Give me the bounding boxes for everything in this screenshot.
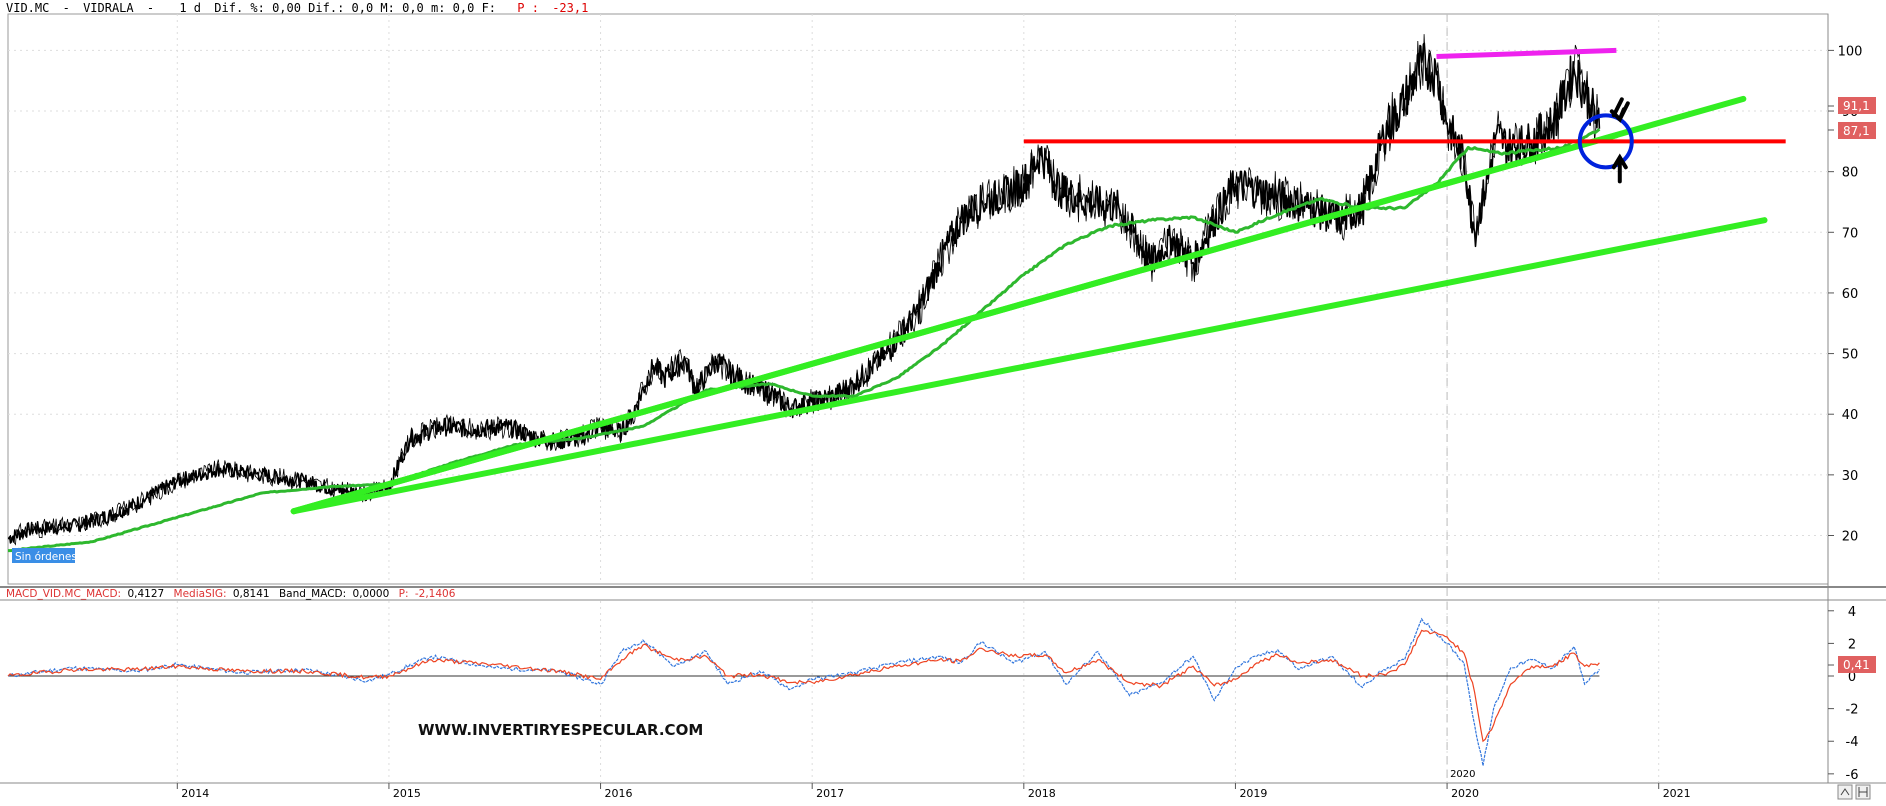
signal-value: 0,8141	[233, 588, 270, 600]
signal-label: MediaSIG:	[174, 588, 227, 600]
grid-layer	[8, 14, 1828, 782]
year-tick-label: 2015	[393, 787, 421, 800]
year-tick-label: 2020	[1451, 787, 1479, 800]
price-close-tag	[1838, 122, 1876, 139]
signal-series	[7, 629, 1600, 743]
macd-p-value: -2,1406	[415, 588, 456, 600]
zoom-icon	[1840, 788, 1850, 796]
price-high-tag-label: 91,1	[1843, 99, 1870, 113]
series-layer	[7, 34, 1601, 766]
price-tick-label: 30	[1842, 469, 1859, 484]
moving-average-series	[8, 128, 1601, 553]
p-label: P :	[517, 1, 539, 15]
price-tick-label: 100	[1838, 44, 1863, 59]
chart-header: VID.MC - VIDRALA - 1 d Dif. %: 0,00 Dif.…	[6, 1, 588, 15]
company-name: VIDRALA	[83, 1, 134, 15]
macd-value-tag-label: 0,41	[1843, 658, 1870, 672]
year-marker-label: 2020	[1450, 769, 1475, 780]
macd-header: MACD_VID.MC_MACD: 0,4127 MediaSIG: 0,814…	[6, 588, 456, 600]
tag-pointer	[1828, 105, 1834, 666]
header-separator: -	[63, 1, 70, 15]
macd-value: 0,4127	[127, 588, 164, 600]
hand-icon	[1858, 787, 1868, 797]
price-tick-label: 20	[1842, 529, 1859, 544]
trend-line	[290, 217, 1768, 515]
macd-tick-label: -2	[1846, 703, 1859, 718]
macd-tick-label: 2	[1848, 637, 1856, 652]
header-fields: Dif. %: 0,00 Dif.: 0,0 M: 0,0 m: 0,0 F:	[214, 1, 496, 15]
macd-tick-label: 0	[1848, 670, 1856, 685]
trend-line	[290, 95, 1747, 515]
year-tick-label: 2018	[1028, 787, 1056, 800]
up-arrow-icon	[1611, 153, 1628, 184]
annotation-layer	[290, 47, 1786, 515]
scroll-left-button[interactable]	[1837, 784, 1853, 800]
top-line	[1436, 47, 1617, 59]
price-tick-label: 50	[1842, 348, 1859, 363]
header-separator: -	[147, 1, 154, 15]
year-tick-label: 2016	[605, 787, 633, 800]
macd-value-tag	[1838, 656, 1876, 673]
year-tick-label: 2021	[1663, 787, 1691, 800]
price-tick-label: 40	[1842, 408, 1859, 423]
year-tick-label: 2017	[816, 787, 844, 800]
orders-badge-label: Sin órdenes	[15, 551, 77, 563]
price-high-tag	[1838, 97, 1876, 114]
price-tick-label: 60	[1842, 287, 1859, 302]
price-close-tag-label: 87,1	[1843, 124, 1870, 138]
macd-p-label: P:	[399, 588, 409, 600]
price-tick-label: 80	[1842, 166, 1859, 181]
watermark: WWW.INVERTIRYESPECULAR.COM	[418, 721, 703, 739]
p-value: -23,1	[552, 1, 588, 15]
band-value: 0,0000	[353, 588, 390, 600]
macd-tick-label: 4	[1848, 605, 1856, 620]
year-tick-label: 2014	[181, 787, 209, 800]
band-label: Band_MACD:	[279, 588, 346, 600]
period-label: 1 d	[179, 1, 201, 15]
down-arrow-icon	[1609, 97, 1630, 123]
symbol-label: VID.MC	[6, 1, 49, 15]
macd-tick-label: -6	[1846, 768, 1859, 783]
orders-badge[interactable]	[12, 548, 75, 563]
year-tick-label: 2019	[1239, 787, 1267, 800]
price-tick-label: 70	[1842, 226, 1859, 241]
highlight-circle	[1577, 113, 1634, 170]
macd-label: MACD_VID.MC_MACD:	[6, 588, 121, 600]
price-series	[7, 42, 1601, 544]
axis-layer: 2030405060708090100201420152016201720182…	[176, 44, 1863, 800]
macd-tick-label: -4	[1846, 735, 1859, 750]
